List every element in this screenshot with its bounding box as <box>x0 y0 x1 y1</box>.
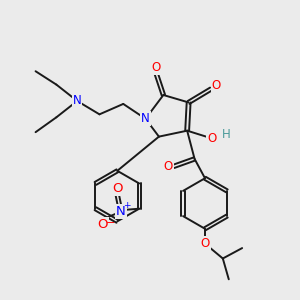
Text: N: N <box>73 94 82 107</box>
Text: N: N <box>116 205 126 218</box>
Text: O: O <box>200 237 210 250</box>
Text: +: + <box>124 201 131 210</box>
Text: O: O <box>207 132 216 145</box>
Text: H: H <box>222 128 231 141</box>
Text: O: O <box>212 79 221 92</box>
Text: N: N <box>141 112 150 125</box>
Text: N: N <box>73 94 82 107</box>
Text: −: − <box>106 218 115 228</box>
Text: O: O <box>112 182 122 195</box>
Text: O: O <box>151 61 160 74</box>
Text: O: O <box>164 160 173 173</box>
Text: O: O <box>97 218 108 231</box>
